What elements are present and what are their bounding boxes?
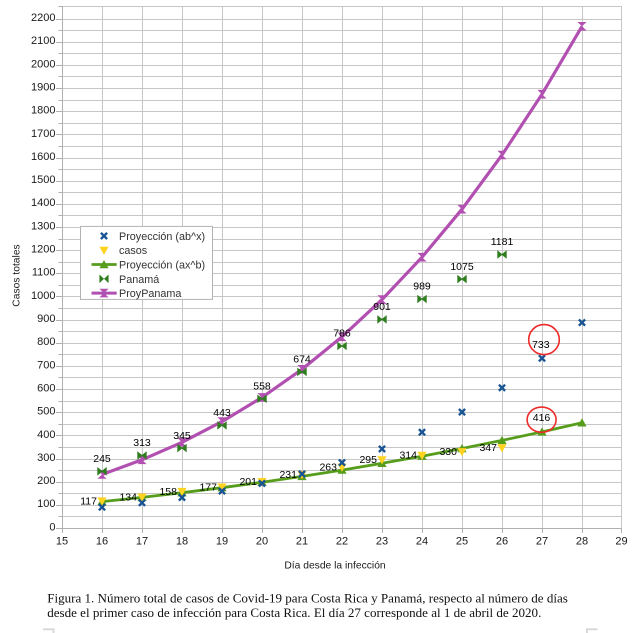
svg-text:25: 25 <box>456 535 468 547</box>
svg-text:100: 100 <box>37 498 55 510</box>
svg-text:117: 117 <box>80 495 97 507</box>
svg-text:700: 700 <box>37 359 55 371</box>
svg-text:313: 313 <box>133 437 151 449</box>
svg-text:Figura 1. Número total de caso: Figura 1. Número total de casos de Covid… <box>47 590 568 605</box>
svg-text:500: 500 <box>37 406 55 418</box>
svg-text:674: 674 <box>293 354 311 366</box>
svg-text:Panamá: Panamá <box>119 274 159 286</box>
svg-text:900: 900 <box>37 313 55 325</box>
svg-text:400: 400 <box>37 429 55 441</box>
svg-text:300: 300 <box>37 452 55 464</box>
svg-text:Casos totales: Casos totales <box>11 244 22 306</box>
svg-text:15: 15 <box>56 535 68 547</box>
svg-text:295: 295 <box>359 454 377 466</box>
svg-text:800: 800 <box>37 336 55 348</box>
svg-text:558: 558 <box>253 381 271 393</box>
svg-text:2000: 2000 <box>31 58 55 70</box>
svg-text:786: 786 <box>333 328 351 340</box>
svg-text:1200: 1200 <box>31 244 55 256</box>
svg-text:1900: 1900 <box>31 81 55 93</box>
svg-text:22: 22 <box>336 535 348 547</box>
svg-text:231: 231 <box>279 469 297 481</box>
svg-text:1700: 1700 <box>31 128 55 140</box>
svg-text:1600: 1600 <box>31 151 55 163</box>
svg-text:314: 314 <box>399 450 417 462</box>
svg-text:1075: 1075 <box>450 261 474 273</box>
svg-text:600: 600 <box>37 383 55 395</box>
svg-text:201: 201 <box>239 476 257 488</box>
svg-text:19: 19 <box>216 535 228 547</box>
svg-text:26: 26 <box>496 535 508 547</box>
svg-text:245: 245 <box>93 453 111 465</box>
svg-text:158: 158 <box>159 486 177 498</box>
svg-text:1100: 1100 <box>32 267 56 279</box>
svg-text:134: 134 <box>119 491 137 503</box>
svg-text:ProyPanama: ProyPanama <box>119 288 181 300</box>
svg-text:0: 0 <box>49 521 55 533</box>
svg-text:Proyección (ab^x): Proyección (ab^x) <box>119 231 205 243</box>
svg-text:1000: 1000 <box>31 290 55 302</box>
svg-text:345: 345 <box>173 430 191 442</box>
svg-text:21: 21 <box>296 535 308 547</box>
svg-text:Proyección (ax^b): Proyección (ax^b) <box>119 260 205 272</box>
svg-text:20: 20 <box>256 535 268 547</box>
svg-text:330: 330 <box>439 446 457 458</box>
svg-text:casos: casos <box>119 245 148 257</box>
svg-text:200: 200 <box>37 475 55 487</box>
svg-text:18: 18 <box>176 535 188 547</box>
svg-text:2200: 2200 <box>31 12 55 24</box>
svg-text:443: 443 <box>213 407 231 419</box>
svg-text:1400: 1400 <box>31 197 55 209</box>
svg-text:901: 901 <box>373 301 391 313</box>
svg-text:347: 347 <box>479 442 497 454</box>
svg-text:1300: 1300 <box>31 220 55 232</box>
svg-text:16: 16 <box>96 535 108 547</box>
svg-text:2100: 2100 <box>31 35 55 47</box>
svg-text:263: 263 <box>319 462 337 474</box>
svg-text:27: 27 <box>536 535 548 547</box>
svg-text:desde el primer caso de infecc: desde el primer caso de infección para C… <box>47 605 541 620</box>
svg-text:29: 29 <box>615 535 627 547</box>
svg-text:733: 733 <box>532 339 550 351</box>
svg-text:177: 177 <box>199 481 217 493</box>
svg-text:28: 28 <box>576 535 588 547</box>
svg-text:416: 416 <box>533 412 551 424</box>
svg-text:24: 24 <box>416 535 428 547</box>
svg-text:Día desde la infección: Día desde la infección <box>284 561 386 572</box>
svg-text:1800: 1800 <box>31 105 55 117</box>
svg-text:23: 23 <box>376 535 388 547</box>
svg-text:1500: 1500 <box>31 174 55 186</box>
svg-text:989: 989 <box>413 281 431 293</box>
svg-text:17: 17 <box>136 535 148 547</box>
svg-text:1181: 1181 <box>491 236 514 248</box>
